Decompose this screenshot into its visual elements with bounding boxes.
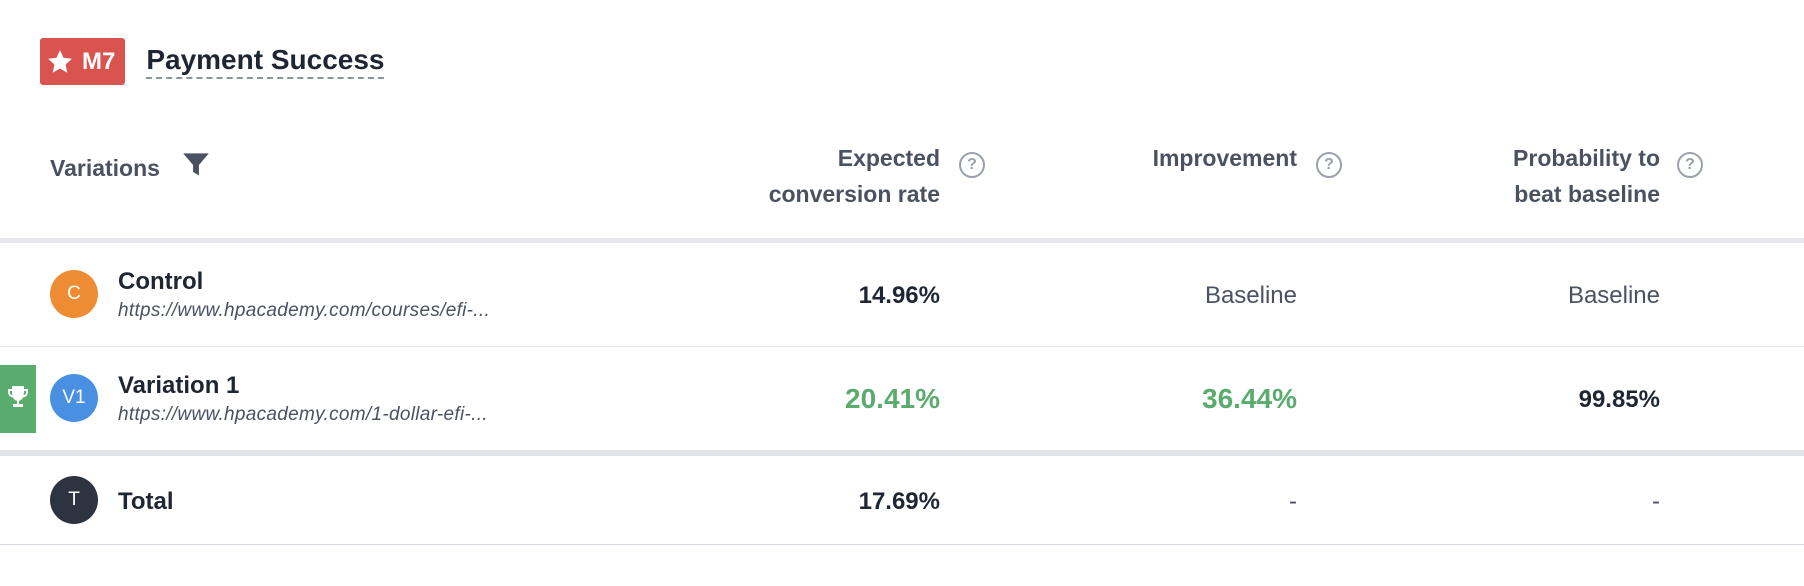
goal-header: M7 Payment Success	[40, 38, 385, 85]
probability-value: -	[1652, 488, 1660, 515]
goal-badge: M7	[40, 38, 126, 85]
variations-column-label: Variations	[50, 154, 160, 181]
probability-column-header: Probability to beat baseline	[1513, 140, 1660, 212]
table-header: Variations Expected conversion rate ? Im…	[0, 140, 1804, 238]
avatar: C	[50, 270, 98, 318]
variations-column-header: Variations	[50, 152, 210, 184]
improvement-column-header: Improvement	[1153, 140, 1297, 176]
improvement-value: Baseline	[1204, 282, 1297, 309]
variation-name[interactable]: Variation 1	[118, 372, 240, 399]
probability-header-line1: Probability to	[1513, 145, 1660, 171]
variation-name[interactable]: Control	[118, 268, 204, 295]
improvement-header-label: Improvement	[1152, 145, 1297, 171]
probability-value: 99.85%	[1578, 386, 1660, 413]
variation-url[interactable]: https://www.hpacademy.com/1-dollar-efi-.…	[118, 404, 488, 425]
total-label: Total	[118, 488, 174, 515]
expected-rate-value: 17.69%	[858, 488, 940, 515]
question-circle-icon[interactable]: ?	[1316, 152, 1342, 178]
question-circle-icon[interactable]: ?	[1677, 152, 1703, 178]
question-circle-icon[interactable]: ?	[959, 152, 985, 178]
table-row-variation-1[interactable]: V1 Variation 1 https://www.hpacademy.com…	[0, 347, 1804, 450]
filter-icon[interactable]	[182, 152, 210, 184]
trophy-icon	[7, 385, 29, 414]
table-bottom-border	[0, 544, 1804, 545]
expected-rate-header-line2: conversion rate	[768, 181, 940, 207]
expected-rate-column-header: Expected conversion rate	[769, 140, 940, 212]
row-divider	[0, 346, 1804, 347]
winner-flag	[0, 365, 36, 433]
expected-rate-value: 14.96%	[858, 282, 940, 309]
expected-rate-value: 20.41%	[845, 383, 940, 414]
avatar: V1	[50, 374, 98, 422]
variation-url[interactable]: https://www.hpacademy.com/courses/efi-..…	[118, 300, 491, 321]
probability-header-line2: beat baseline	[1514, 181, 1660, 207]
total-divider	[0, 450, 1804, 456]
table-row-control[interactable]: C Control https://www.hpacademy.com/cour…	[0, 243, 1804, 346]
expected-rate-header-line1: Expected	[837, 145, 940, 171]
goal-badge-label: M7	[82, 47, 116, 75]
improvement-value: 36.44%	[1202, 383, 1297, 414]
header-divider	[0, 238, 1804, 243]
improvement-value: -	[1289, 488, 1297, 515]
table-row-total: T Total 17.69% - -	[0, 456, 1804, 544]
probability-value: Baseline	[1567, 282, 1660, 309]
goal-title[interactable]: Payment Success	[146, 44, 385, 80]
star-icon	[46, 48, 74, 76]
avatar: T	[50, 476, 98, 524]
